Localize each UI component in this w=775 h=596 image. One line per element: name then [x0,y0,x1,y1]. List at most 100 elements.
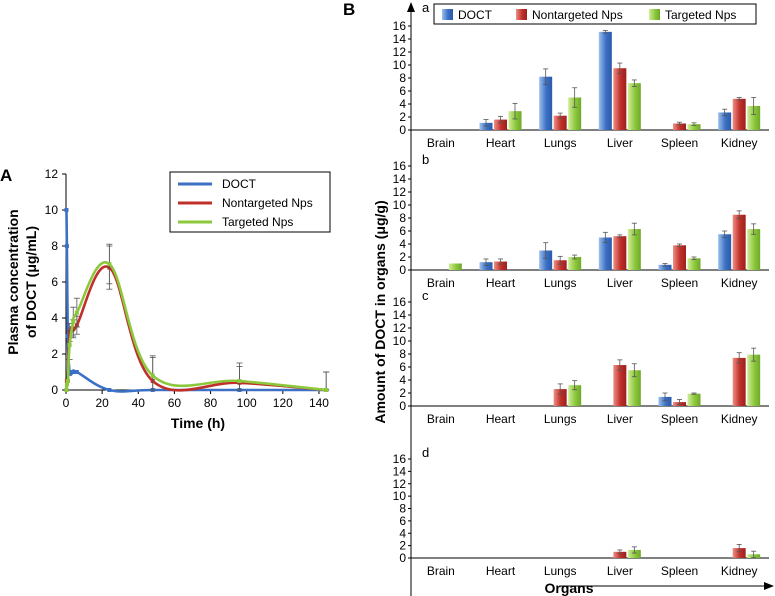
panel-b-bar-b-doct [718,234,732,270]
panel-b-bar-b-doct [658,264,672,270]
panel-a-point-doct [64,244,69,248]
panel-b-subplot-label: a [422,0,430,15]
panel-a-ytick-label: 8 [51,239,58,253]
panel-b-xlabel: Organs [544,580,593,596]
panel-a-point-targeted [67,343,72,347]
panel-b-ytick-label: 12 [393,321,407,335]
panel-a-point-targeted [65,379,70,383]
panel-b-category-label: Spleen [661,276,698,290]
panel-a-ytick-label: 4 [51,311,58,325]
panel-b-category-label: Liver [607,136,633,150]
panel-a-point-targeted [71,319,76,324]
panel-a-point-targeted [64,382,69,387]
panel-a-xtick-label: 40 [132,396,146,410]
panel-b-bar-c-targeted [568,385,582,406]
panel-b-legend-swatch-doct [442,9,453,20]
panel-b-ytick-label: 16 [393,452,407,466]
panel-b-bar-a-targeted [747,105,761,130]
panel-a-xtick-label: 100 [237,396,257,410]
panel-b-ytick-label: 6 [399,514,406,528]
panel-a-ytick-label: 6 [51,275,58,289]
panel-a-ytick-label: 12 [45,167,59,181]
panel-b-ytick-label: 0 [399,123,406,137]
panel-b-category-label: Heart [486,564,516,578]
panel-b-bar-a-targeted [508,111,522,130]
panel-b-category-label: Kidney [721,276,758,290]
panel-a-point-targeted [150,373,155,378]
panel-b-ytick-label: 10 [393,198,407,212]
panel-b-legend-swatch-nontargeted [516,9,527,20]
panel-b-bar-b-targeted [687,258,701,270]
panel-b-bar-a-doct [539,76,553,130]
panel-b-bar-c-targeted [627,370,641,406]
panel-b-bar-c-nontargeted [553,389,567,406]
panel-a-xtick-label: 80 [204,396,218,410]
panel-b-bar-c-doct [658,396,672,406]
panel-b-category-label: Liver [607,412,633,426]
panel-b-bar-a-nontargeted [732,98,746,130]
panel-b-ytick-label: 2 [399,110,406,124]
panel-a-legend-label: Nontargeted Nps [222,196,313,210]
panel-b-bar-d-nontargeted [613,551,627,558]
panel-a-point-doct [67,370,72,374]
panel-b-bar-b-nontargeted [613,236,627,270]
panel-a-ylabel-line1: Plasma concentration [5,209,21,355]
panel-b-ytick-label: 4 [399,526,406,540]
panel-b-y-axis-arrow [407,2,415,12]
panel-b-ytick-label: 6 [399,360,406,374]
panel-a-xtick-label: 120 [273,396,293,410]
panel-b-bar-c-nontargeted [613,365,627,406]
panel-b-category-label: Spleen [661,136,698,150]
panel-b-legend [433,3,757,25]
panel-b-bar-a-nontargeted [613,68,627,130]
panel-b-bar-a-nontargeted [494,119,507,130]
panel-b-subplot-label: b [422,152,429,167]
panel-a-xtick-label: 0 [63,396,70,410]
panel-a-point-targeted [324,388,329,392]
panel-b-category-label: Lungs [544,564,577,578]
panel-b-category-label: Kidney [721,564,758,578]
panel-a-ytick-label: 10 [45,203,59,217]
panel-a-ytick-label: 2 [51,347,58,361]
panel-a-xtick-label: 140 [309,396,329,410]
panel-b-category-label: Kidney [721,136,758,150]
panel-a-point-doct [65,334,70,338]
panel-b-category-label: Brain [427,564,455,578]
panel-b-legend-label: Nontargeted Nps [532,8,623,22]
panel-b-bar-b-targeted [627,229,641,270]
panel-b-bar-b-doct [479,262,493,270]
panel-b-ytick-label: 8 [399,347,406,361]
panel-b-ytick-label: 4 [399,237,406,251]
panel-b-ytick-label: 2 [399,386,406,400]
panel-b-ylabel: Amount of DOCT in organs (μg/g) [372,200,388,423]
panel-a-point-targeted [74,310,79,315]
panel-b-category-label: Spleen [661,412,698,426]
panel-b-subplot-label: d [422,445,429,460]
panel-b-ytick-label: 12 [393,477,407,491]
panel-b-ytick-label: 0 [399,263,406,277]
panel-a-line-doct [65,209,327,393]
panel-a-line-targeted [65,261,327,392]
panel-b-ytick-label: 0 [399,399,406,413]
panel-a-point-doct [74,370,79,374]
panel-b-bar-d-targeted [627,549,641,558]
panel-b-category-label: Lungs [544,412,577,426]
panel-b-legend-label: Targeted Nps [665,8,736,22]
panel-a-point-targeted [237,379,242,383]
panel-b-bar-b-nontargeted [732,214,746,270]
panel-b-ytick-label: 4 [399,97,406,111]
panel-b-category-label: Brain [427,412,455,426]
panel-b-ytick-label: 16 [393,295,407,309]
panel-b-bar-b-targeted [568,257,582,270]
panel-b-bar-b-targeted [448,263,462,270]
panel-b-bar-c-nontargeted [732,357,746,406]
panel-b-ytick-label: 12 [393,185,407,199]
panel-b-ytick-label: 8 [399,211,406,225]
panel-b-bar-b-doct [598,237,612,270]
panel-b-ytick-label: 14 [393,308,407,322]
panel-a-point-targeted [107,262,112,266]
panel-b-ytick-label: 2 [399,539,406,553]
panel-b-bar-d-nontargeted [732,548,746,558]
